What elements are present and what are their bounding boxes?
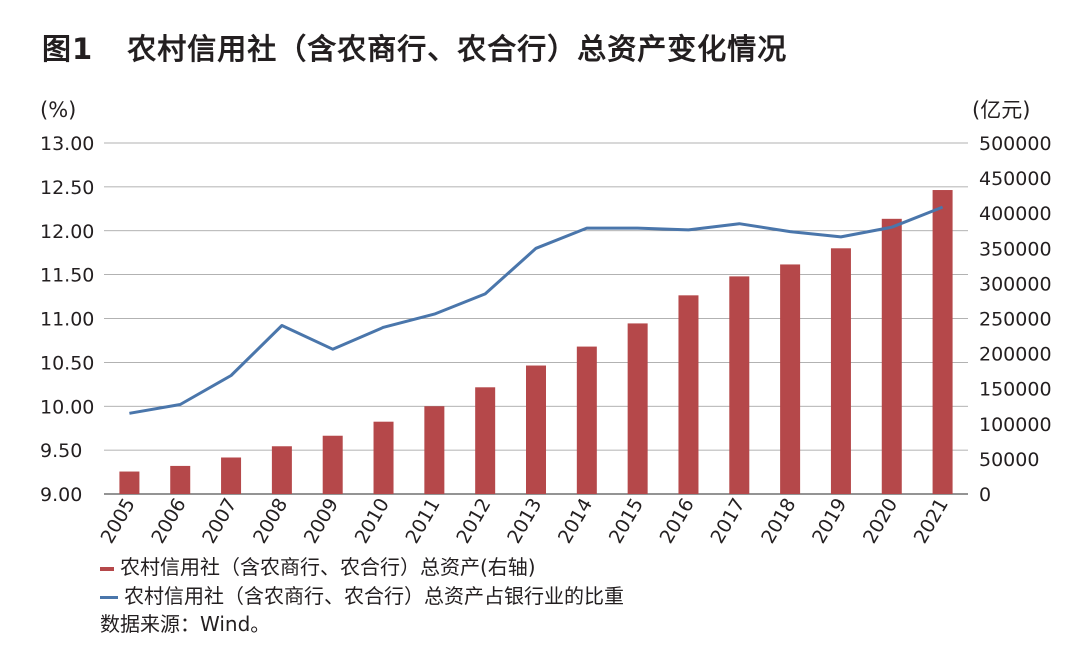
bar xyxy=(780,264,801,494)
right-axis: 0 50000 100000 150000 200000 250000 300000 3500… xyxy=(979,133,1052,506)
legend-label-line: 农村信用社（含农商行、农合行）总资产占银行业的比重 xyxy=(124,584,624,608)
x-tick-label: 2005 xyxy=(97,495,140,548)
left-tick-label: 13.00 xyxy=(40,133,94,155)
x-tick-label: 2017 xyxy=(706,495,749,548)
bar xyxy=(221,457,242,494)
legend-item-bars: 农村信用社（含农商行、农合行）总资产(右轴) xyxy=(100,551,536,580)
data-source: 数据来源：Wind。 xyxy=(100,612,271,636)
figure-number: 图1 xyxy=(42,32,94,66)
bar xyxy=(932,190,953,494)
bar xyxy=(322,435,343,494)
left-tick-label: 10.00 xyxy=(40,396,94,418)
legend-swatch-bars xyxy=(100,566,114,571)
x-tick-label: 2010 xyxy=(351,495,394,548)
bar xyxy=(830,248,851,494)
bar xyxy=(475,387,496,494)
bar xyxy=(627,323,648,494)
right-tick-label: 200000 xyxy=(979,344,1052,366)
bar xyxy=(424,406,445,494)
left-tick-label: 12.50 xyxy=(40,177,94,199)
right-tick-label: 50000 xyxy=(979,449,1039,471)
chart-title-text: 农村信用社（含农商行、农合行）总资产变化情况 xyxy=(127,32,788,66)
left-tick-label: 9.50 xyxy=(40,440,82,462)
bar xyxy=(526,365,546,494)
x-tick-label: 2020 xyxy=(859,495,902,548)
legend-swatch-line xyxy=(100,596,118,599)
x-tick-label: 2008 xyxy=(249,495,292,548)
line-series xyxy=(129,205,944,415)
right-tick-label: 250000 xyxy=(979,309,1052,331)
right-tick-label: 300000 xyxy=(979,273,1052,295)
x-tick-label: 2016 xyxy=(656,495,699,548)
bar xyxy=(678,295,699,494)
bar xyxy=(881,218,902,495)
right-tick-label: 450000 xyxy=(979,168,1052,190)
bar xyxy=(170,465,191,494)
x-tick-label: 2021 xyxy=(910,495,953,548)
x-tick-label: 2015 xyxy=(605,495,648,548)
right-tick-label: 100000 xyxy=(979,414,1052,436)
bar xyxy=(271,446,292,494)
x-tick-label: 2006 xyxy=(147,495,190,548)
x-tick-label: 2018 xyxy=(757,495,800,548)
left-tick-label: 12.00 xyxy=(40,221,94,243)
left-tick-label: 11.00 xyxy=(40,309,94,331)
right-tick-label: 500000 xyxy=(979,133,1052,155)
bar xyxy=(373,421,394,494)
legend-label-bars: 农村信用社（含农商行、农合行）总资产(右轴) xyxy=(120,555,536,579)
bar-series xyxy=(119,190,953,495)
right-tick-label: 400000 xyxy=(979,203,1052,225)
x-tick-label: 2013 xyxy=(503,495,546,548)
left-tick-label: 9.00 xyxy=(40,484,82,506)
left-tick-label: 11.50 xyxy=(40,265,94,287)
bar xyxy=(119,471,140,494)
left-tick-label: 10.50 xyxy=(40,352,94,374)
chart-title: 图1 农村信用社（含农商行、农合行）总资产变化情况 xyxy=(42,26,787,68)
left-axis: 9.00 9.50 10.00 10.50 11.00 11.50 12.00 12.50 13… xyxy=(40,133,94,506)
x-tick-label: 2019 xyxy=(808,495,851,548)
x-tick-label: 2014 xyxy=(554,495,597,548)
right-axis-unit: (亿元) xyxy=(972,98,1030,122)
x-tick-label: 2007 xyxy=(198,495,241,548)
x-tick-label: 2011 xyxy=(401,495,444,548)
right-tick-label: 350000 xyxy=(979,238,1052,260)
left-axis-unit: (%) xyxy=(40,98,76,122)
bar xyxy=(576,346,597,494)
bar xyxy=(729,276,750,494)
x-axis: 2005 2006 2007 2008 2009 2010 2011 2012 2013 2014… xyxy=(97,495,953,548)
right-tick-label: 0 xyxy=(979,484,991,506)
legend-item-line: 农村信用社（含农商行、农合行）总资产占银行业的比重 xyxy=(100,580,624,609)
x-tick-label: 2009 xyxy=(300,495,343,548)
right-tick-label: 150000 xyxy=(979,379,1052,401)
x-tick-label: 2012 xyxy=(452,495,495,548)
